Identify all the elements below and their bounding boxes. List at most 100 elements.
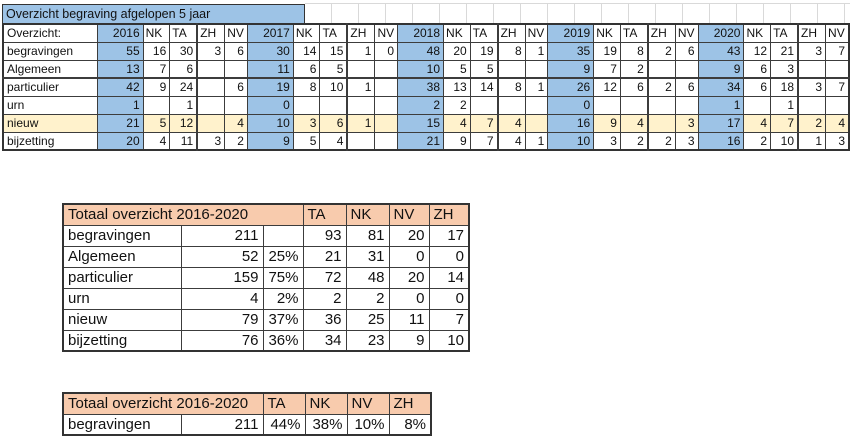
cell[interactable] [374, 131, 399, 151]
col-header[interactable]: TA [262, 392, 306, 415]
cell[interactable] [647, 113, 676, 133]
cell[interactable]: 4 [443, 113, 471, 133]
cell[interactable]: 31 [345, 245, 390, 268]
cell[interactable]: 2 [619, 59, 649, 79]
region-header[interactable]: TA [770, 23, 800, 43]
region-header[interactable]: NK [142, 23, 171, 43]
cell[interactable]: 5 [443, 59, 471, 79]
cell[interactable] [524, 113, 549, 133]
cell[interactable]: 2 [647, 131, 676, 151]
col-header[interactable]: ZH [388, 392, 432, 415]
region-header[interactable]: TA [319, 23, 349, 43]
cell[interactable]: 1 [169, 95, 199, 115]
cell[interactable]: 10 [770, 131, 800, 151]
cell[interactable]: 0 [428, 245, 470, 268]
total-cell[interactable]: 79 [180, 308, 264, 331]
percent-cell[interactable]: 10% [346, 413, 390, 436]
cell[interactable]: 4 [319, 131, 349, 151]
cell[interactable]: 4 [497, 131, 526, 151]
cell[interactable]: 6 [169, 59, 199, 79]
row-label[interactable]: nieuw [2, 113, 98, 133]
row-label[interactable]: nieuw [62, 308, 182, 331]
region-header[interactable]: NK [292, 23, 321, 43]
cell[interactable]: 2 [224, 131, 248, 151]
cell[interactable] [196, 95, 226, 115]
cell[interactable]: 12 [593, 77, 621, 97]
cell[interactable]: 8 [497, 41, 526, 61]
cell[interactable]: 1 [346, 77, 376, 97]
region-header[interactable]: NV [674, 23, 699, 43]
cell[interactable]: 3 [797, 77, 827, 97]
cell[interactable]: 0 [246, 95, 294, 115]
cell[interactable] [292, 95, 321, 115]
cell[interactable]: 4 [142, 131, 171, 151]
percent-cell[interactable]: 2% [262, 287, 304, 310]
cell[interactable]: 6 [224, 41, 248, 61]
cell[interactable] [524, 95, 549, 115]
cell[interactable]: 6 [674, 77, 699, 97]
cell[interactable]: 4 [619, 113, 649, 133]
region-header[interactable]: TA [169, 23, 199, 43]
cell[interactable]: 30 [169, 41, 199, 61]
cell[interactable]: 30 [246, 41, 294, 61]
cell[interactable]: 8 [292, 77, 321, 97]
cell[interactable]: 16 [547, 113, 595, 133]
cell[interactable]: 15 [319, 41, 349, 61]
cell[interactable] [224, 59, 248, 79]
cell[interactable]: 3 [797, 41, 827, 61]
cell[interactable]: 2 [443, 95, 471, 115]
cell[interactable]: 0 [388, 287, 430, 310]
cell[interactable]: 36 [302, 308, 347, 331]
cell[interactable] [524, 59, 549, 79]
cell[interactable]: 19 [593, 41, 621, 61]
cell[interactable]: 7 [825, 41, 850, 61]
cell[interactable] [593, 95, 621, 115]
row-label[interactable]: particulier [62, 266, 182, 289]
cell[interactable]: 24 [169, 77, 199, 97]
region-header[interactable]: NV [825, 23, 850, 43]
cell[interactable]: 21 [397, 131, 445, 151]
cell[interactable]: 10 [547, 131, 595, 151]
cell[interactable]: 6 [619, 77, 649, 97]
cell[interactable]: 34 [302, 329, 347, 352]
cell[interactable]: 23 [345, 329, 390, 352]
cell[interactable]: 4 [825, 113, 850, 133]
row-label[interactable]: Algemeen [2, 59, 98, 79]
cell[interactable]: 3 [196, 41, 226, 61]
cell[interactable] [196, 77, 226, 97]
col-header[interactable]: NV [388, 203, 430, 226]
cell[interactable] [743, 95, 772, 115]
cell[interactable] [469, 95, 499, 115]
cell[interactable] [647, 59, 676, 79]
cell[interactable]: 2 [302, 287, 347, 310]
cell[interactable] [797, 59, 827, 79]
cell[interactable]: 13 [96, 59, 144, 79]
cell[interactable]: 1 [524, 41, 549, 61]
cell[interactable]: 1 [697, 95, 745, 115]
cell[interactable]: 1 [524, 77, 549, 97]
cell[interactable] [196, 59, 226, 79]
cell[interactable]: 20 [443, 41, 471, 61]
year-header[interactable]: 2020 [697, 23, 745, 43]
percent-cell[interactable]: 25% [262, 245, 304, 268]
region-header[interactable]: NK [443, 23, 471, 43]
cell[interactable]: 6 [743, 77, 772, 97]
cell[interactable]: 2 [647, 77, 676, 97]
cell[interactable]: 8 [497, 77, 526, 97]
cell[interactable]: 16 [697, 131, 745, 151]
cell[interactable]: 7 [428, 308, 470, 331]
cell[interactable]: 1 [770, 95, 800, 115]
col-header[interactable]: NV [346, 392, 390, 415]
percentage-table[interactable]: Totaal overzicht 2016-2020 TA NK NV ZH begrav… [62, 392, 432, 436]
cell[interactable]: 17 [428, 224, 470, 247]
overview-table[interactable]: Overzicht: 2016 NK TA ZH NV 2017 NK TA ZH NV 2018 NK… [2, 23, 850, 151]
cell[interactable] [374, 77, 399, 97]
cell[interactable] [224, 95, 248, 115]
cell[interactable]: 11 [169, 131, 199, 151]
cell[interactable]: 4 [497, 113, 526, 133]
cell[interactable]: 1 [346, 41, 376, 61]
totals-table[interactable]: Totaal overzicht 2016-2020 TA NK NV ZH begrav… [62, 203, 470, 352]
region-header[interactable]: TA [619, 23, 649, 43]
total-cell[interactable]: 211 [180, 413, 264, 436]
year-header[interactable]: 2018 [397, 23, 445, 43]
